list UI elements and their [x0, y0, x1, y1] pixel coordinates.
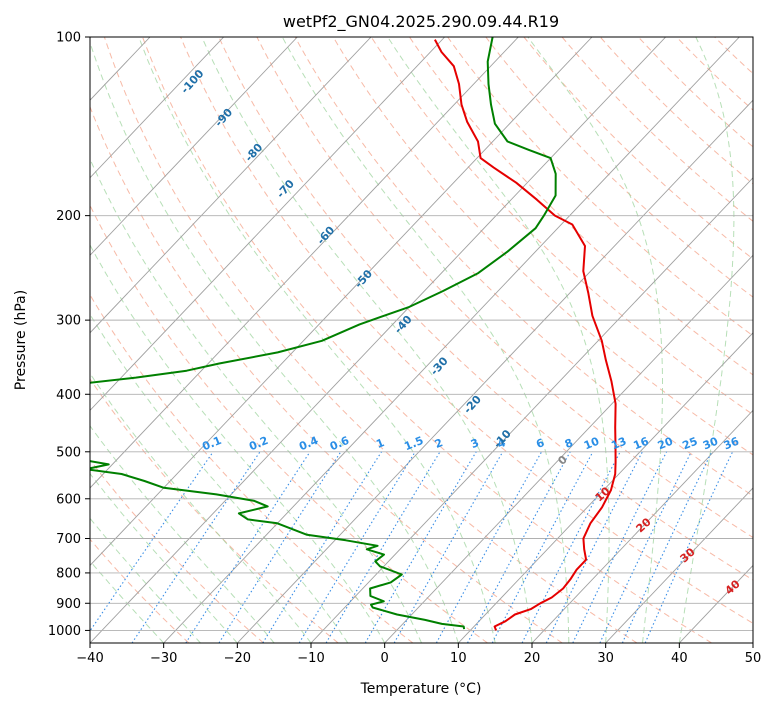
x-tick-label: −20: [224, 651, 251, 666]
x-tick-label: 40: [671, 651, 688, 666]
x-tick-label: 30: [597, 651, 614, 666]
mixing-ratio-line: [298, 451, 416, 643]
y-tick-label: 600: [56, 492, 81, 507]
dry-adiabat-line: [447, 37, 753, 337]
dry-adiabat-line: [90, 293, 414, 643]
y-tick-label: 300: [56, 314, 81, 329]
x-tick-label: −30: [150, 651, 177, 666]
temperature-profile-line: [434, 39, 617, 631]
dry-adiabat-line: [218, 37, 753, 581]
mixing-ratio-label: 16: [632, 435, 651, 453]
dry-adiabat-line: [637, 37, 753, 148]
mixing-ratio-line: [621, 451, 713, 643]
y-tick-label: 100: [56, 31, 81, 46]
isotherm-line: [90, 37, 298, 256]
dry-adiabat-line: [142, 37, 712, 643]
mixing-ratio-line: [262, 451, 382, 643]
moist-adiabat-line: [138, 37, 496, 643]
dry-adiabat-line: [294, 37, 753, 497]
mixing-ratio-label: 20: [656, 435, 675, 453]
isotherm-line: [90, 37, 372, 334]
mixing-ratio-line: [90, 451, 214, 632]
plot-frame: [89, 36, 754, 644]
isotherm-line: [531, 409, 753, 643]
x-tick-label: 10: [450, 651, 467, 666]
y-axis-title: Pressure (hPa): [13, 290, 29, 390]
mixing-ratio-label: 10: [582, 435, 601, 453]
isotherm-line: [384, 254, 753, 643]
grid-layer: [90, 37, 753, 643]
dry-adiabat-line: [370, 37, 753, 416]
mixing-ratio-line: [572, 451, 668, 643]
moist-adiabat-line: [387, 37, 610, 643]
isotherm-line: [90, 37, 225, 179]
dewpoint-profile-line: [90, 37, 557, 630]
axis-ticks: −40 −30 −20 −10 0 10 20 30 40 50 100 200 300 400 500 60…: [48, 31, 761, 667]
mixing-ratio-line: [325, 451, 441, 643]
mixing-ratio-label: 36: [722, 435, 741, 453]
mixing-ratio-line: [644, 451, 734, 643]
dry-adiabat-line: [90, 105, 563, 643]
mixing-ratio-label: 30: [701, 435, 720, 453]
mixing-ratio-line: [393, 451, 504, 643]
mixing-ratio-label: 1: [374, 436, 386, 451]
mixing-ratio-label: 2: [433, 436, 445, 451]
mixing-ratio-line: [599, 451, 692, 643]
isotherm-line: [90, 37, 519, 489]
x-tick-label: 20: [524, 651, 541, 666]
y-tick-label: 800: [56, 566, 81, 581]
isotherm-line: [605, 487, 753, 643]
moist-adiabat-line: [90, 313, 349, 643]
moist-adiabat-line: [281, 37, 570, 643]
mixing-ratio-label: 3: [469, 436, 481, 451]
mixing-ratio-line: [435, 451, 543, 643]
y-tick-label: 400: [56, 388, 81, 403]
isotherm-line: [90, 37, 593, 567]
mixing-ratio-line: [467, 451, 571, 643]
moist-adiabat-line: [201, 37, 533, 643]
moist-adiabat-line: [90, 424, 275, 643]
moist-adiabat-line: [90, 244, 386, 643]
mixing-ratio-label: 13: [609, 435, 628, 453]
isotherm-line: [310, 177, 753, 643]
isotherm-line: [163, 37, 740, 643]
moist-adiabat-line: [678, 37, 735, 643]
dry-adiabat-line: [103, 37, 638, 643]
isotherm-line: [90, 37, 667, 643]
y-tick-label: 700: [56, 532, 81, 547]
y-tick-label: 200: [56, 209, 81, 224]
dry-adiabat-line: [485, 37, 753, 298]
dry-adiabat-line: [90, 378, 339, 643]
dry-adiabat-line: [180, 37, 753, 624]
mixing-ratio-label: 25: [680, 435, 699, 453]
moist-adiabat-line: [90, 40, 459, 643]
series-layer: [90, 37, 617, 631]
y-tick-label: 1000: [48, 624, 81, 639]
y-tick-label: 500: [56, 445, 81, 460]
isotherm-line: [458, 332, 753, 643]
x-tick-label: −10: [297, 651, 324, 666]
isotherm-line: [90, 37, 446, 412]
y-tick-label: 900: [56, 597, 81, 612]
dry-adiabat-line: [90, 459, 264, 643]
dry-adiabat-line: [409, 37, 753, 376]
x-axis-title: Temperature (°C): [360, 681, 482, 697]
x-tick-label: 0: [381, 651, 389, 666]
x-tick-label: 50: [745, 651, 762, 666]
x-tick-label: −40: [76, 651, 103, 666]
chart-title: wetPf2_GN04.2025.290.09.44.R19: [283, 12, 559, 32]
mixing-ratio-label: 8: [563, 436, 575, 451]
dry-adiabat-line: [599, 37, 753, 185]
mixing-ratio-line: [218, 451, 342, 643]
isotherm-line: [237, 99, 753, 643]
